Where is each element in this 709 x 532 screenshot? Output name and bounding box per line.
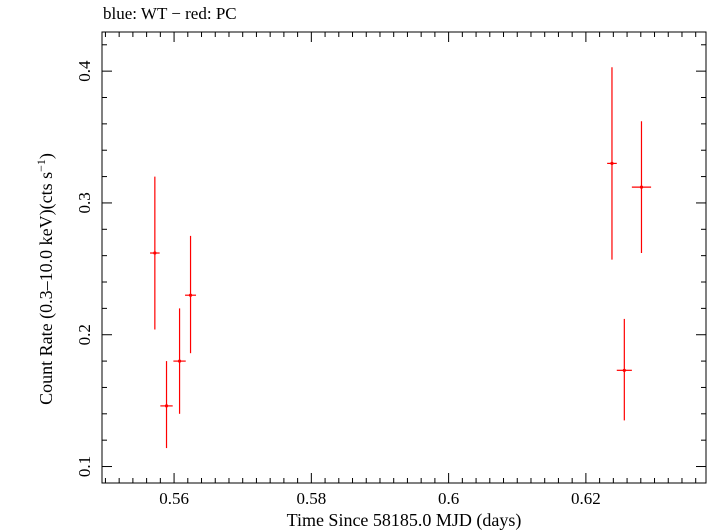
y-tick-labels: 0.1 0.2 0.3 0.4 — [75, 60, 94, 477]
data-points — [150, 67, 652, 449]
data-point-pc — [160, 361, 173, 449]
point-marker — [622, 368, 626, 372]
y-axis-label: Count Rate (0.3–10.0 keV)(cts s−1) — [34, 153, 57, 405]
x-tick-label: 0.62 — [571, 489, 601, 508]
axis-ticks — [102, 32, 706, 483]
plot-frame — [101, 31, 707, 484]
data-point-pc — [631, 121, 652, 254]
point-marker — [188, 293, 193, 297]
x-tick-label: 0.56 — [159, 489, 189, 508]
point-marker — [177, 359, 182, 363]
x-tick-label: 0.58 — [296, 489, 326, 508]
y-axis-label-close: ) — [36, 153, 57, 159]
y-tick-label: 0.2 — [75, 324, 94, 345]
data-point-pc — [185, 235, 197, 354]
point-marker — [164, 404, 169, 408]
data-point-pc — [607, 67, 617, 260]
x-tick-labels: 0.56 0.58 0.6 0.62 — [159, 489, 601, 508]
data-point-pc — [150, 176, 160, 330]
y-tick-label: 0.4 — [75, 60, 94, 82]
y-tick-label: 0.1 — [75, 456, 94, 477]
point-marker — [610, 161, 614, 165]
y-tick-label: 0.3 — [75, 192, 94, 213]
point-marker — [639, 185, 644, 189]
data-point-pc — [616, 318, 632, 421]
y-axis-label-main: Count Rate (0.3–10.0 keV)(cts s — [36, 172, 57, 405]
x-axis-label: Time Since 58185.0 MJD (days) — [287, 510, 522, 531]
y-axis-label-superscript: −1 — [34, 159, 48, 172]
point-marker — [153, 251, 157, 255]
chart-title: blue: WT − red: PC — [103, 4, 237, 23]
x-tick-label: 0.6 — [438, 489, 459, 508]
data-point-pc — [173, 308, 186, 414]
